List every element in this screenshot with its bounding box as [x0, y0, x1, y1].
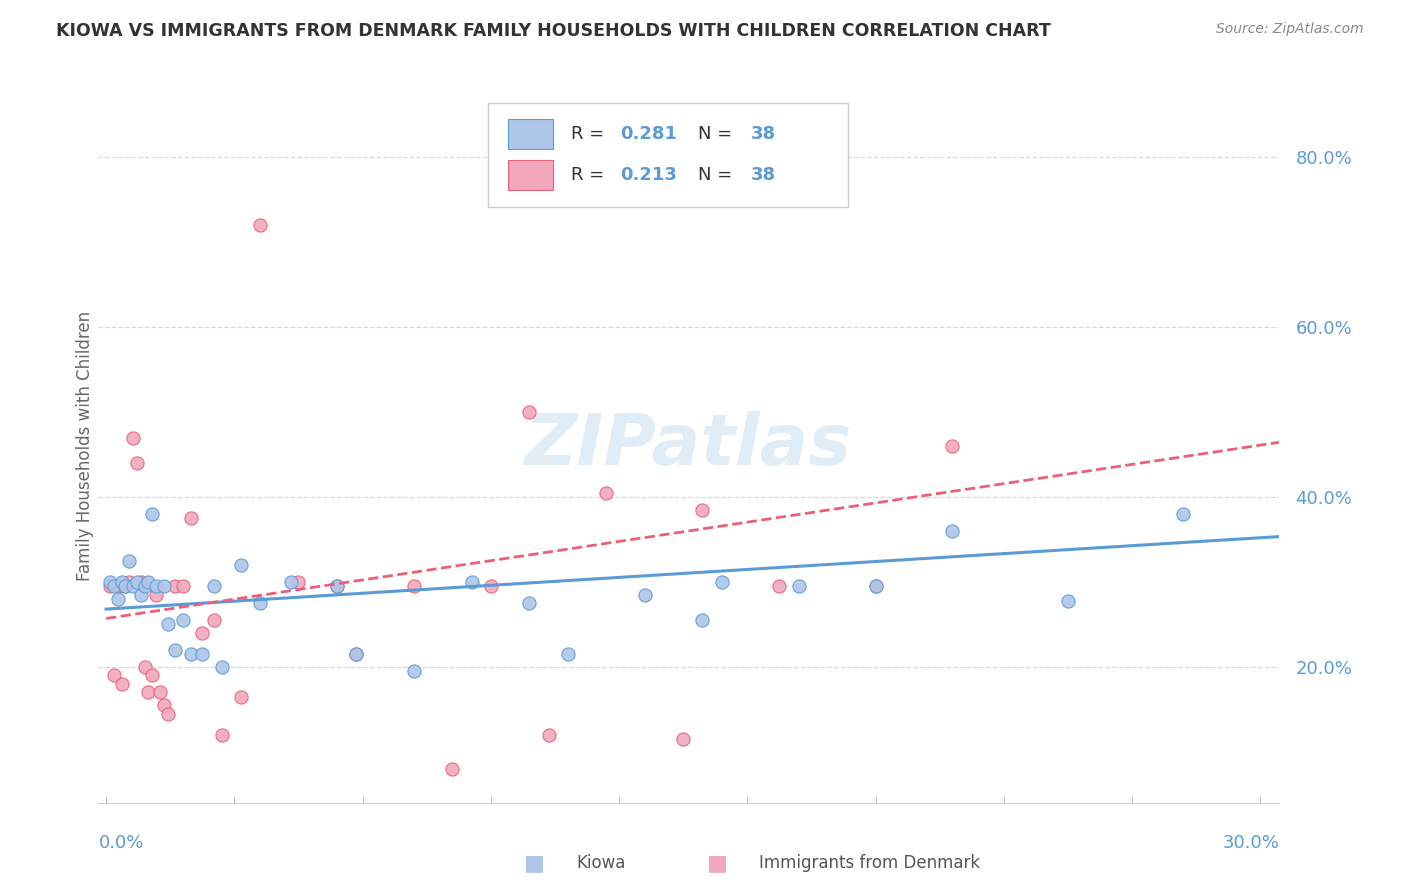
- Point: [129, 574, 152, 589]
- Text: 0.0%: 0.0%: [98, 834, 143, 852]
- Point: [138, 574, 160, 589]
- Point: [865, 579, 887, 593]
- Point: [145, 588, 167, 602]
- Point: [517, 596, 540, 610]
- Point: [441, 762, 464, 776]
- FancyBboxPatch shape: [488, 103, 848, 207]
- Point: [129, 588, 152, 602]
- Point: [141, 507, 163, 521]
- Point: [156, 617, 179, 632]
- Point: [202, 579, 225, 593]
- Text: ■: ■: [707, 854, 727, 873]
- Text: ZIPatlas: ZIPatlas: [526, 411, 852, 481]
- Point: [191, 647, 214, 661]
- Text: 0.281: 0.281: [620, 125, 678, 143]
- Point: [172, 579, 194, 593]
- Point: [211, 728, 233, 742]
- Point: [98, 579, 121, 593]
- Point: [138, 685, 160, 699]
- Point: [180, 647, 202, 661]
- Point: [118, 554, 141, 568]
- Point: [229, 558, 252, 572]
- Point: [141, 668, 163, 682]
- Point: [710, 574, 733, 589]
- Point: [122, 579, 145, 593]
- Text: KIOWA VS IMMIGRANTS FROM DENMARK FAMILY HOUSEHOLDS WITH CHILDREN CORRELATION CHA: KIOWA VS IMMIGRANTS FROM DENMARK FAMILY …: [56, 22, 1052, 40]
- Point: [344, 647, 367, 661]
- Text: N =: N =: [699, 166, 738, 184]
- Point: [153, 698, 176, 712]
- Text: ■: ■: [524, 854, 544, 873]
- Point: [107, 591, 129, 606]
- Text: 0.213: 0.213: [620, 166, 678, 184]
- Point: [249, 218, 271, 232]
- Text: 30.0%: 30.0%: [1223, 834, 1279, 852]
- Point: [103, 579, 125, 593]
- Point: [191, 626, 214, 640]
- Point: [122, 430, 145, 444]
- Point: [125, 456, 148, 470]
- Text: Immigrants from Denmark: Immigrants from Denmark: [759, 855, 980, 872]
- Point: [98, 574, 121, 589]
- Point: [125, 574, 148, 589]
- Point: [326, 579, 349, 593]
- Point: [149, 685, 172, 699]
- Text: R =: R =: [571, 125, 610, 143]
- Point: [460, 574, 482, 589]
- Point: [180, 511, 202, 525]
- Point: [165, 643, 187, 657]
- Point: [692, 502, 714, 516]
- Point: [1057, 593, 1080, 607]
- Text: R =: R =: [571, 166, 610, 184]
- Bar: [508, 120, 553, 149]
- Text: N =: N =: [699, 125, 738, 143]
- Point: [287, 574, 309, 589]
- Point: [114, 579, 136, 593]
- Text: Source: ZipAtlas.com: Source: ZipAtlas.com: [1216, 22, 1364, 37]
- Y-axis label: Family Households with Children: Family Households with Children: [76, 311, 94, 581]
- Point: [156, 706, 179, 721]
- Point: [118, 574, 141, 589]
- Point: [202, 613, 225, 627]
- Point: [557, 647, 579, 661]
- Point: [229, 690, 252, 704]
- Text: Kiowa: Kiowa: [576, 855, 626, 872]
- Point: [110, 574, 132, 589]
- Point: [172, 613, 194, 627]
- Point: [941, 524, 963, 538]
- Point: [134, 660, 156, 674]
- Point: [114, 579, 136, 593]
- Point: [865, 579, 887, 593]
- Point: [326, 579, 349, 593]
- Point: [153, 579, 176, 593]
- Point: [595, 485, 617, 500]
- Point: [537, 728, 560, 742]
- Point: [344, 647, 367, 661]
- Point: [280, 574, 302, 589]
- Point: [517, 405, 540, 419]
- Point: [211, 660, 233, 674]
- Point: [107, 579, 129, 593]
- Point: [103, 668, 125, 682]
- Bar: [508, 160, 553, 190]
- Point: [402, 664, 425, 678]
- Point: [672, 732, 695, 747]
- Point: [768, 579, 790, 593]
- Point: [249, 596, 271, 610]
- Point: [134, 579, 156, 593]
- Point: [1173, 507, 1195, 521]
- Point: [634, 588, 657, 602]
- Text: 38: 38: [751, 125, 776, 143]
- Text: 38: 38: [751, 166, 776, 184]
- Point: [402, 579, 425, 593]
- Point: [145, 579, 167, 593]
- Point: [787, 579, 810, 593]
- Point: [110, 677, 132, 691]
- Point: [941, 439, 963, 453]
- Point: [692, 613, 714, 627]
- Point: [479, 579, 502, 593]
- Point: [165, 579, 187, 593]
